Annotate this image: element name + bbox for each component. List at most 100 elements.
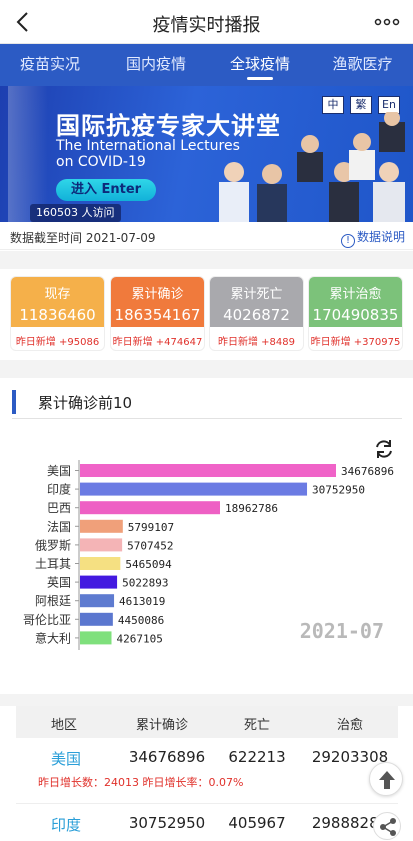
banner-title: 国际抗疫专家大讲堂 [56, 112, 281, 140]
share-button[interactable] [373, 812, 401, 840]
tab-yuge-medical[interactable]: 渔歌医疗 [312, 44, 413, 86]
growth-stats: 昨日增长数：24013 昨日增长率：0.07% [38, 776, 244, 789]
bar-category-label: 印度 [47, 482, 71, 497]
tab-label: 全球疫情 [229, 55, 290, 73]
bar[interactable] [80, 575, 118, 589]
bar-category-label: 阿根廷 [35, 594, 71, 608]
stat-value: 4026872 [223, 306, 290, 324]
bar-value-label: 34676896 [341, 465, 394, 478]
lang-zh-button[interactable]: 中 [322, 96, 344, 114]
tab-global[interactable]: 全球疫情 [208, 44, 312, 86]
bar-category-label: 俄罗斯 [35, 538, 71, 552]
lang-zh-hant-button[interactable]: 繁 [350, 96, 372, 114]
column-header-cured[interactable]: 治愈 [336, 718, 363, 733]
bar-value-label: 4450086 [118, 614, 164, 627]
data-date: 数据截至时间 2021-07-09 [10, 231, 156, 245]
back-chevron-icon[interactable] [12, 10, 36, 34]
section-divider [12, 418, 402, 419]
top-bar: 疫情实时播报 [0, 0, 413, 44]
top10-bar-chart: 美国 34676896 印度 30752950 巴西 18962786 法国 5799107 俄… [23, 460, 394, 650]
confirmed-value: 30752950 [128, 814, 206, 832]
region-table: 地区 累计确诊 死亡 治愈 美国 34676896 622213 2920330… [16, 706, 398, 841]
section-title: 累计确诊前10 [38, 394, 133, 412]
bar-category-label: 美国 [47, 464, 71, 478]
stat-card-existing[interactable]: 现存 11836460 昨日新增 +95086 [10, 276, 105, 351]
bar[interactable] [80, 501, 220, 515]
bar-category-label: 英国 [47, 576, 71, 590]
tab-domestic[interactable]: 国内疫情 [104, 44, 208, 86]
bar[interactable] [80, 538, 123, 552]
share-icon [380, 818, 396, 836]
region-name[interactable]: 美国 [50, 750, 81, 768]
stat-delta: 昨日新增 +370975 [310, 337, 401, 348]
cured-value: 29888284 [311, 814, 389, 832]
bar[interactable] [80, 594, 115, 608]
active-tab-indicator [247, 77, 273, 80]
enter-button[interactable]: 进入 Enter [56, 179, 156, 201]
refresh-icon[interactable] [373, 438, 395, 460]
bar-value-label: 4267105 [117, 632, 163, 645]
stat-card-head: 累计治愈 170490835 [309, 277, 402, 327]
tab-vaccine[interactable]: 疫苗实况 [0, 44, 100, 86]
data-info-label: 数据说明 [356, 230, 405, 244]
data-date-row: 数据截至时间 2021-07-09 ! 数据说明 [0, 222, 413, 250]
bar[interactable] [80, 519, 123, 533]
stat-value: 11836460 [19, 306, 96, 324]
bar[interactable] [80, 557, 121, 570]
stat-delta: 昨日新增 +8489 [217, 337, 295, 348]
bar-value-label: 30752950 [312, 484, 365, 497]
table-row[interactable]: 美国 34676896 622213 29203308 昨日增长数：24013 … [16, 738, 398, 804]
banner-glow [8, 86, 48, 222]
bar-category-label: 土耳其 [35, 557, 71, 571]
stat-card-cured[interactable]: 累计治愈 170490835 昨日新增 +370975 [308, 276, 403, 351]
stat-label: 累计治愈 [329, 287, 382, 302]
deaths-value: 405967 [228, 814, 286, 832]
bar-value-label: 5799107 [128, 521, 174, 534]
bar-category-label: 法国 [47, 520, 71, 534]
cured-value: 29203308 [311, 748, 389, 766]
tab-bar: 疫苗实况 国内疫情 全球疫情 渔歌医疗 [0, 44, 413, 86]
lecture-banner[interactable]: 国际抗疫专家大讲堂 The International Lectures on … [0, 86, 413, 222]
stat-card-confirmed[interactable]: 累计确诊 186354167 昨日新增 +474647 [110, 276, 205, 351]
stat-value: 186354167 [114, 306, 201, 324]
section-separator [0, 694, 413, 706]
section-separator [0, 360, 413, 378]
section-accent-bar [12, 390, 16, 414]
section-separator [0, 251, 413, 269]
bar[interactable] [80, 631, 112, 645]
tab-label: 渔歌医疗 [332, 55, 393, 73]
stat-card-head: 现存 11836460 [11, 277, 104, 327]
bar-category-label: 哥伦比亚 [23, 612, 71, 627]
bar-value-label: 4613019 [119, 595, 165, 608]
experts-illustration [219, 112, 405, 222]
scroll-top-button[interactable] [369, 762, 403, 796]
region-name[interactable]: 印度 [50, 816, 81, 834]
confirmed-value: 34676896 [128, 748, 206, 766]
bar-category-label: 意大利 [35, 630, 71, 645]
tab-label: 疫苗实况 [19, 55, 80, 73]
stat-delta: 昨日新增 +474647 [112, 337, 203, 348]
bar-value-label: 5707452 [127, 539, 173, 552]
column-header-region[interactable]: 地区 [50, 718, 77, 733]
stat-card-deaths[interactable]: 累计死亡 4026872 昨日新增 +8489 [209, 276, 304, 351]
stat-label: 累计确诊 [131, 287, 184, 302]
stat-label: 累计死亡 [230, 287, 283, 302]
bar-category-label: 巴西 [47, 501, 71, 515]
bar[interactable] [80, 464, 336, 477]
column-header-deaths[interactable]: 死亡 [243, 718, 270, 733]
visit-count: 160503 人访问 [30, 204, 121, 222]
bar[interactable] [80, 482, 308, 496]
data-info-link[interactable]: ! 数据说明 [340, 228, 405, 248]
table-row[interactable]: 印度 30752950 405967 29888284 [16, 804, 398, 841]
bar[interactable] [80, 612, 113, 626]
tab-label: 国内疫情 [125, 55, 186, 73]
column-header-confirmed[interactable]: 累计确诊 [135, 718, 188, 733]
stat-value: 170490835 [312, 306, 399, 324]
info-circle-icon: ! [340, 234, 355, 248]
more-options-icon[interactable] [373, 10, 401, 34]
banner-subtitle: The International Lectures [56, 138, 240, 154]
chart-period-label: 2021-07 [300, 619, 384, 643]
stat-delta: 昨日新增 +95086 [15, 337, 100, 348]
deaths-value: 622213 [228, 748, 286, 766]
arrow-up-icon [379, 771, 395, 789]
